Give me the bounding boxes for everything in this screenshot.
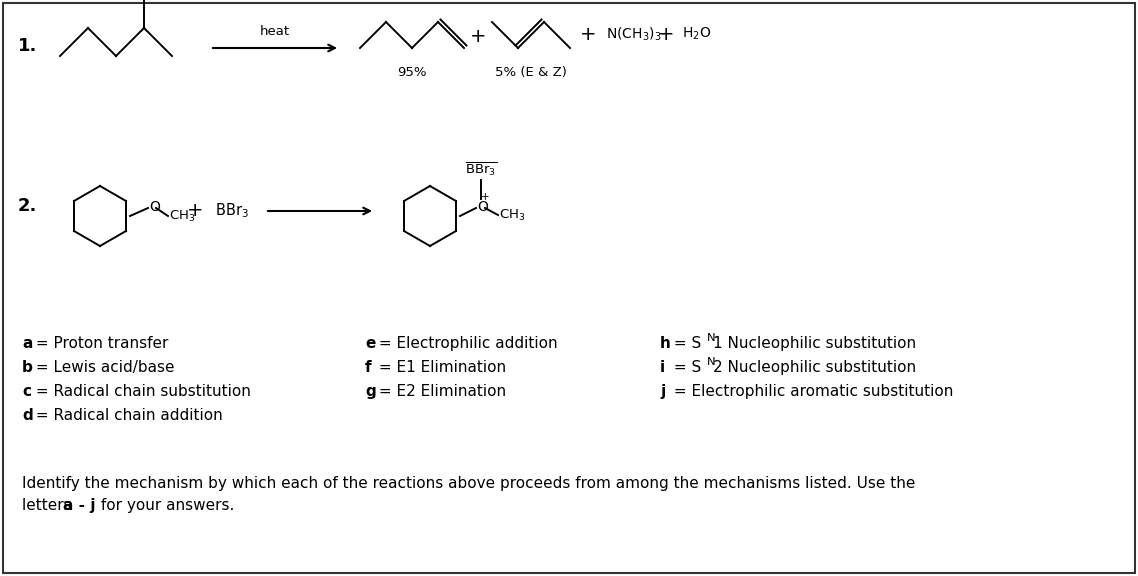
Text: N: N: [707, 333, 716, 343]
Text: $\mathregular{\overline{BBr_3}}$: $\mathregular{\overline{BBr_3}}$: [465, 161, 497, 178]
Text: i: i: [660, 360, 665, 375]
Text: b: b: [22, 360, 33, 375]
Text: for your answers.: for your answers.: [96, 498, 234, 513]
Text: +: +: [480, 192, 489, 202]
Text: O: O: [477, 200, 488, 214]
Text: +: +: [187, 202, 204, 221]
Text: $\mathregular{CH_3}$: $\mathregular{CH_3}$: [498, 207, 526, 222]
Text: +: +: [658, 25, 674, 44]
Text: $\mathregular{CH_3}$: $\mathregular{CH_3}$: [170, 209, 196, 223]
Text: a - j: a - j: [63, 498, 96, 513]
Text: 1.: 1.: [18, 37, 38, 55]
Text: e: e: [365, 336, 376, 351]
Text: +: +: [579, 25, 596, 44]
Text: = Lewis acid/base: = Lewis acid/base: [32, 360, 175, 375]
Text: $\mathregular{BBr_3}$: $\mathregular{BBr_3}$: [215, 202, 249, 221]
Text: = Proton transfer: = Proton transfer: [32, 336, 168, 351]
Text: g: g: [365, 384, 376, 399]
Text: = Radical chain addition: = Radical chain addition: [32, 408, 223, 423]
Text: N: N: [707, 357, 716, 367]
Text: 1 Nucleophilic substitution: 1 Nucleophilic substitution: [714, 336, 916, 351]
Text: = E2 Elimination: = E2 Elimination: [374, 384, 506, 399]
Text: 2 Nucleophilic substitution: 2 Nucleophilic substitution: [714, 360, 916, 375]
Text: $\mathregular{N(CH_3)_3}$: $\mathregular{N(CH_3)_3}$: [607, 25, 661, 43]
Text: = Electrophilic aromatic substitution: = Electrophilic aromatic substitution: [669, 384, 954, 399]
Text: j: j: [660, 384, 666, 399]
Text: h: h: [660, 336, 671, 351]
Text: = Radical chain substitution: = Radical chain substitution: [32, 384, 251, 399]
Text: c: c: [22, 384, 31, 399]
Text: = S: = S: [669, 360, 702, 375]
Text: 2.: 2.: [18, 197, 38, 215]
Text: = S: = S: [669, 336, 702, 351]
Text: heat: heat: [259, 25, 290, 38]
Text: Identify the mechanism by which each of the reactions above proceeds from among : Identify the mechanism by which each of …: [22, 476, 915, 491]
Text: a: a: [22, 336, 32, 351]
Text: letters: letters: [22, 498, 76, 513]
Text: d: d: [22, 408, 33, 423]
Text: f: f: [365, 360, 372, 375]
Text: = E1 Elimination: = E1 Elimination: [374, 360, 506, 375]
Text: 95%: 95%: [397, 66, 427, 79]
Text: = Electrophilic addition: = Electrophilic addition: [374, 336, 558, 351]
Text: O: O: [149, 200, 159, 214]
Text: +: +: [470, 26, 486, 46]
Text: $\mathregular{H_2O}$: $\mathregular{H_2O}$: [682, 26, 711, 42]
Text: 5% (E & Z): 5% (E & Z): [495, 66, 567, 79]
